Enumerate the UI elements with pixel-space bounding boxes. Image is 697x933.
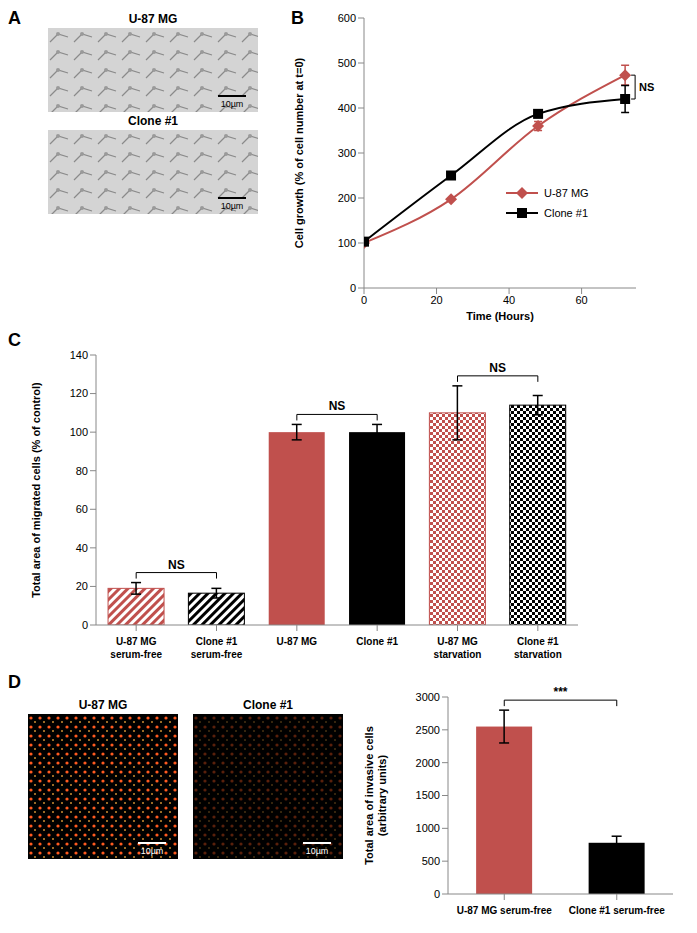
svg-text:100: 100	[338, 237, 356, 249]
svg-text:80: 80	[76, 465, 88, 477]
html-text:B: B	[291, 8, 304, 28]
svg-text:***: ***	[553, 685, 567, 699]
svg-text:20: 20	[430, 294, 442, 306]
svg-text:40: 40	[503, 294, 515, 306]
svg-text:Time (Hours): Time (Hours)	[466, 310, 534, 322]
svg-text:Clone #1starvation: Clone #1starvation	[514, 636, 562, 660]
html-text:Clone #1: Clone #1	[128, 114, 178, 128]
svg-text:NS: NS	[168, 558, 185, 572]
svg-text:3000: 3000	[416, 691, 440, 703]
svg-text:10µm: 10µm	[141, 846, 164, 856]
svg-text:2000: 2000	[416, 757, 440, 769]
svg-text:0: 0	[350, 282, 356, 294]
svg-text:40: 40	[76, 542, 88, 554]
svg-text:NS: NS	[489, 361, 506, 375]
svg-text:U-87 MG: U-87 MG	[277, 636, 318, 647]
svg-text:100: 100	[70, 426, 88, 438]
svg-text:20: 20	[76, 580, 88, 592]
svg-text:10µm: 10µm	[306, 846, 329, 856]
html-text:D: D	[8, 672, 21, 692]
svg-text:1000: 1000	[416, 822, 440, 834]
html-text:U-87 MG: U-87 MG	[78, 698, 128, 712]
svg-text:Clone #1: Clone #1	[356, 636, 398, 647]
svg-text:2500: 2500	[416, 724, 440, 736]
svg-text:140: 140	[70, 349, 88, 361]
svg-text:500: 500	[338, 57, 356, 69]
svg-text:NS: NS	[329, 399, 346, 413]
svg-text:Total area of migrated cells (: Total area of migrated cells (% of contr…	[30, 382, 42, 598]
svg-text:U-87 MGstarvation: U-87 MGstarvation	[434, 636, 482, 660]
svg-text:U-87 MG serum-free: U-87 MG serum-free	[457, 905, 552, 916]
svg-text:Clone #1serum-free: Clone #1serum-free	[191, 636, 243, 660]
svg-text:0: 0	[434, 888, 440, 900]
svg-text:Total area of invasive cells(a: Total area of invasive cells(arbitrary u…	[363, 726, 388, 865]
html-text:C: C	[8, 330, 21, 350]
html-text:U-87 MG: U-87 MG	[544, 187, 589, 199]
svg-text:60: 60	[76, 503, 88, 515]
svg-text:300: 300	[338, 147, 356, 159]
svg-text:1500: 1500	[416, 789, 440, 801]
html-text:A: A	[8, 8, 21, 28]
svg-text:60: 60	[575, 294, 587, 306]
svg-text:0: 0	[82, 619, 88, 631]
svg-text:200: 200	[338, 192, 356, 204]
svg-text:U-87 MGserum-free: U-87 MGserum-free	[110, 636, 162, 660]
svg-text:400: 400	[338, 102, 356, 114]
svg-text:10µm: 10µm	[221, 99, 244, 109]
svg-text:10µm: 10µm	[221, 201, 244, 211]
svg-text:120: 120	[70, 387, 88, 399]
html-text:Clone #1: Clone #1	[544, 207, 588, 219]
svg-text:500: 500	[422, 855, 440, 867]
svg-text:Clone #1 serum-free: Clone #1 serum-free	[569, 905, 666, 916]
svg-text:0: 0	[361, 294, 367, 306]
svg-text:Cell growth (% of cell number: Cell growth (% of cell number at t=0)	[293, 57, 305, 248]
html-text:Clone #1: Clone #1	[243, 698, 293, 712]
html-text:U-87 MG: U-87 MG	[128, 12, 178, 26]
svg-text:NS: NS	[639, 81, 654, 93]
svg-text:600: 600	[338, 12, 356, 24]
